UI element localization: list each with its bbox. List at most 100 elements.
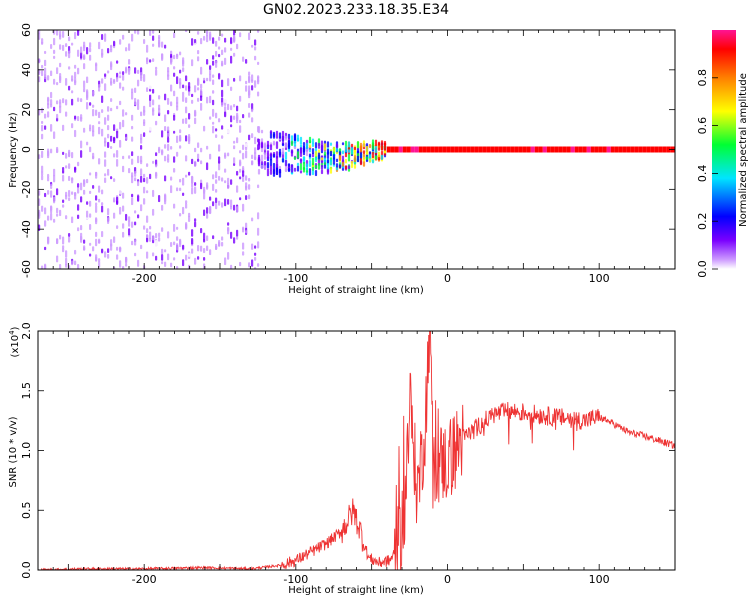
heatmap-cell xyxy=(311,152,315,158)
heatmap-cell xyxy=(188,136,191,145)
heatmap-cell xyxy=(41,70,44,77)
heatmap-cell xyxy=(167,110,170,115)
heatmap-cell xyxy=(251,74,254,82)
heatmap-cell xyxy=(368,158,372,163)
heatmap-cell xyxy=(206,35,209,43)
heatmap-cell xyxy=(158,237,161,242)
heatmap-cell xyxy=(95,202,98,206)
heatmap-cell xyxy=(47,173,50,178)
heatmap-cell xyxy=(44,113,47,119)
heatmap-cell xyxy=(158,41,161,45)
heatmap-cell xyxy=(134,239,137,246)
heatmap-cell xyxy=(299,170,303,174)
heatmap-cell xyxy=(77,49,80,57)
heatmap-cell xyxy=(149,94,152,101)
heatmap-cell xyxy=(338,164,342,169)
heatmap-cell xyxy=(38,58,41,64)
heatmap-cell xyxy=(143,186,146,194)
x-tick-label: -100 xyxy=(283,573,308,586)
x-tick-label: -200 xyxy=(132,573,157,586)
heatmap-cell xyxy=(606,146,611,153)
heatmap-cell xyxy=(200,88,203,97)
heatmap-cell xyxy=(224,106,227,112)
heatmap-cell xyxy=(62,31,65,38)
heatmap-cell xyxy=(257,212,260,220)
heatmap-cell xyxy=(510,146,515,153)
heatmap-cell xyxy=(86,148,89,155)
heatmap-cell xyxy=(212,174,215,180)
heatmap-cell xyxy=(386,146,391,153)
heatmap-cell xyxy=(140,111,143,117)
heatmap-cell xyxy=(128,130,131,135)
heatmap-cell xyxy=(53,37,56,46)
heatmap-cell xyxy=(266,150,270,154)
heatmap-cell xyxy=(116,200,119,205)
heatmap-cell xyxy=(380,154,384,160)
heatmap-cell xyxy=(302,149,306,153)
heatmap-cell xyxy=(356,148,360,155)
heatmap-cell xyxy=(281,143,285,147)
heatmap-cell xyxy=(173,168,176,173)
heatmap-cell xyxy=(594,146,599,153)
heatmap-cell xyxy=(167,74,170,81)
heatmap-cell xyxy=(104,33,107,40)
heatmap-cell xyxy=(221,49,224,56)
heatmap-cell xyxy=(245,80,248,85)
heatmap-cell xyxy=(56,146,59,153)
heatmap-cell xyxy=(50,44,53,49)
heatmap-cell xyxy=(570,146,575,153)
y-tick-label: -60 xyxy=(20,260,33,278)
heatmap-cell xyxy=(263,161,267,166)
heatmap-cell xyxy=(506,146,511,153)
heatmap-cell xyxy=(203,192,206,200)
heatmap-cell xyxy=(188,124,191,128)
heatmap-cell xyxy=(77,214,80,219)
heatmap-cell xyxy=(119,71,122,75)
heatmap-cell xyxy=(326,141,330,148)
heatmap-cell xyxy=(56,117,59,122)
heatmap-cell xyxy=(227,183,230,190)
heatmap-cell xyxy=(326,159,330,164)
heatmap-cell xyxy=(257,263,260,267)
heatmap-cell xyxy=(323,161,327,165)
heatmap-cell xyxy=(272,169,276,177)
heatmap-cell xyxy=(206,207,209,214)
heatmap-cell xyxy=(62,204,65,208)
heatmap-cell xyxy=(155,240,158,248)
heatmap-cell xyxy=(65,111,68,117)
x-tick-label: -100 xyxy=(283,272,308,285)
heatmap-cell xyxy=(59,204,62,209)
heatmap-cell xyxy=(158,232,161,238)
heatmap-cell xyxy=(221,135,224,139)
x-tick-label: 0 xyxy=(444,573,451,586)
heatmap-cell xyxy=(74,260,77,266)
heatmap-cell xyxy=(224,180,227,184)
heatmap-cell xyxy=(152,160,155,164)
heatmap-cell xyxy=(128,216,131,222)
heatmap-cell xyxy=(442,146,447,153)
heatmap-cell xyxy=(179,136,182,142)
heatmap-cell xyxy=(302,161,306,170)
heatmap-cell xyxy=(179,51,182,56)
heatmap-cell xyxy=(257,126,261,134)
heatmap-cell xyxy=(618,146,623,153)
heatmap-cell xyxy=(173,257,176,261)
heatmap-cell xyxy=(86,76,89,84)
heatmap-cell xyxy=(266,168,270,177)
heatmap-cell xyxy=(311,138,315,144)
heatmap-cell xyxy=(206,245,209,251)
heatmap-cell xyxy=(131,151,134,157)
heatmap-cell xyxy=(125,257,128,261)
heatmap-cell xyxy=(221,202,224,208)
heatmap-cell xyxy=(143,225,146,230)
heatmap-cell xyxy=(164,126,167,132)
heatmap-cell xyxy=(526,146,531,153)
heatmap-cell xyxy=(62,124,65,131)
heatmap-cell xyxy=(194,117,197,125)
heatmap-cell xyxy=(146,190,149,194)
heatmap-cell xyxy=(224,97,227,103)
heatmap-cell xyxy=(98,185,101,190)
heatmap-cell xyxy=(299,147,303,154)
heatmap-cell xyxy=(152,235,155,241)
heatmap-cell xyxy=(98,84,101,92)
